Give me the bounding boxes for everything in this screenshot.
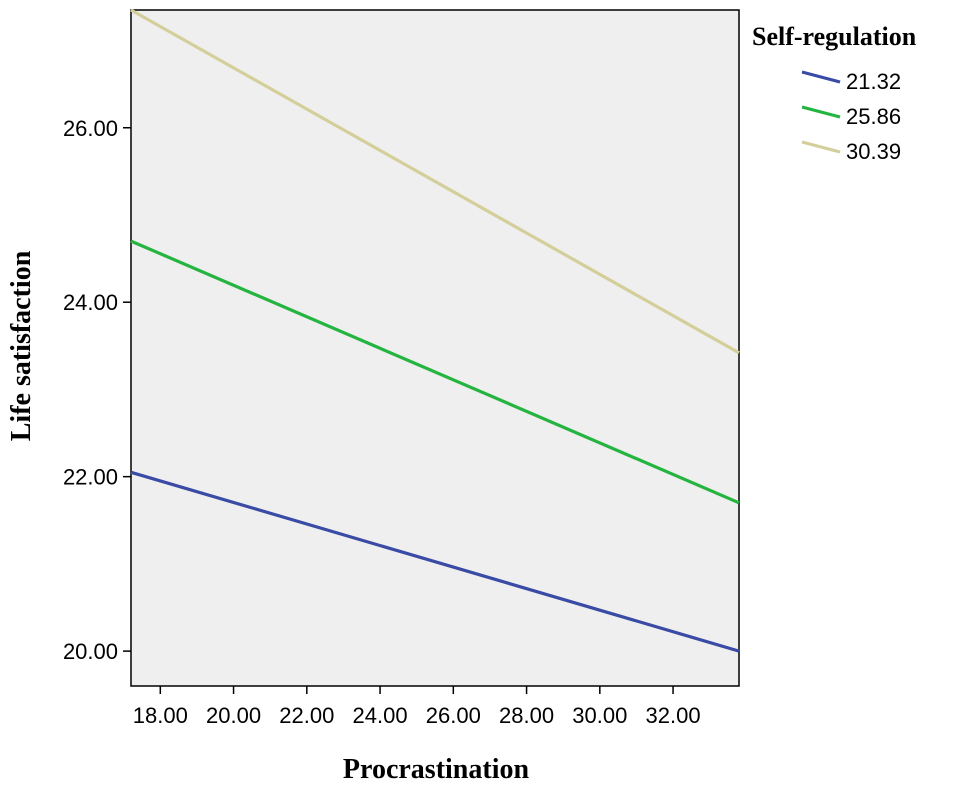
legend-swatch-30.39 xyxy=(801,140,841,154)
y-tick-label: 20.00 xyxy=(63,639,118,664)
legend: Self-regulation 21.32 25.86 30.39 xyxy=(752,22,917,164)
series-line-30.39 xyxy=(130,8,740,355)
plot-area xyxy=(130,8,740,687)
x-axis: 18.00 20.00 22.00 24.00 26.00 28.00 30.00 32.00 xyxy=(133,686,701,728)
x-tick-label: 20.00 xyxy=(206,703,261,728)
series-line-25.86 xyxy=(130,239,740,505)
y-tick-label: 22.00 xyxy=(63,465,118,490)
y-tick-label: 24.00 xyxy=(63,290,118,315)
legend-label-30.39: 30.39 xyxy=(846,139,901,164)
legend-title: Self-regulation xyxy=(752,22,917,51)
x-axis-title: Procrastination xyxy=(343,754,530,785)
x-tick-label: 18.00 xyxy=(133,703,188,728)
x-tick-label: 32.00 xyxy=(646,703,701,728)
legend-swatch-25.86 xyxy=(801,105,841,119)
y-axis-title: Life satisfaction xyxy=(6,250,37,441)
legend-label-21.32: 21.32 xyxy=(846,69,901,94)
x-tick-label: 24.00 xyxy=(353,703,408,728)
y-tick-label: 26.00 xyxy=(63,116,118,141)
y-axis: 20.00 22.00 24.00 26.00 xyxy=(63,116,131,664)
x-tick-label: 28.00 xyxy=(499,703,554,728)
x-tick-label: 26.00 xyxy=(426,703,481,728)
legend-label-25.86: 25.86 xyxy=(846,104,901,129)
legend-swatch-21.32 xyxy=(801,70,841,84)
x-tick-label: 30.00 xyxy=(572,703,627,728)
series-line-21.32 xyxy=(130,470,740,653)
x-tick-label: 22.00 xyxy=(279,703,334,728)
plot-frame xyxy=(130,9,740,687)
